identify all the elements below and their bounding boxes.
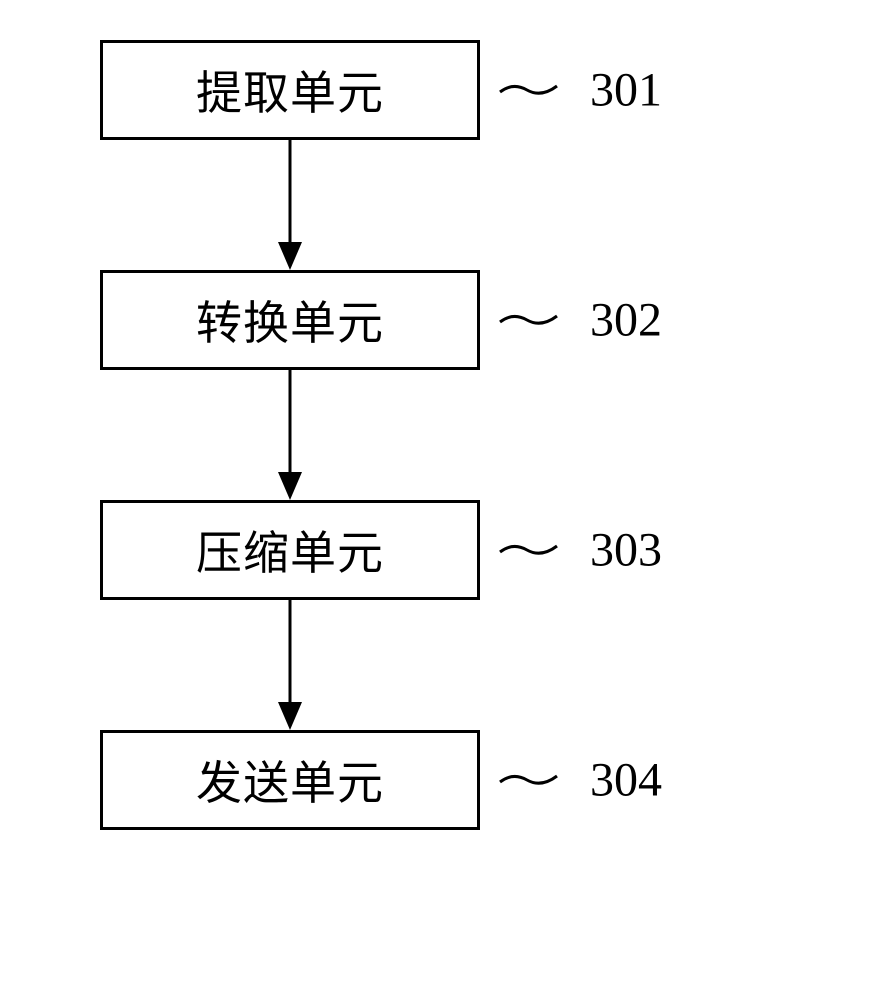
reference-number: 303 — [590, 523, 662, 578]
block-conversion-unit: 转换单元 — [100, 270, 480, 370]
arrow-down-icon — [270, 600, 310, 730]
arrow-connector — [100, 600, 480, 730]
reference-number: 301 — [590, 63, 662, 118]
block-label: 压缩单元 — [196, 517, 384, 583]
block-compression-unit: 压缩单元 — [100, 500, 480, 600]
reference-squiggle-icon — [495, 70, 565, 110]
block-label: 提取单元 — [196, 57, 384, 123]
block-row-1: 提取单元 301 — [100, 40, 800, 140]
block-extraction-unit: 提取单元 — [100, 40, 480, 140]
reference-squiggle-icon — [495, 530, 565, 570]
reference-number: 304 — [590, 753, 662, 808]
arrow-down-icon — [270, 370, 310, 500]
block-row-2: 转换单元 302 — [100, 270, 800, 370]
reference-squiggle-icon — [495, 300, 565, 340]
reference-number: 302 — [590, 293, 662, 348]
arrow-connector — [100, 370, 480, 500]
arrow-down-icon — [270, 140, 310, 270]
block-row-3: 压缩单元 303 — [100, 500, 800, 600]
block-label: 发送单元 — [196, 747, 384, 813]
block-row-4: 发送单元 304 — [100, 730, 800, 830]
block-label: 转换单元 — [196, 287, 384, 353]
block-send-unit: 发送单元 — [100, 730, 480, 830]
flowchart-diagram: 提取单元 301 转换单元 302 压缩单元 3 — [100, 40, 800, 830]
reference-squiggle-icon — [495, 760, 565, 800]
arrow-connector — [100, 140, 480, 270]
